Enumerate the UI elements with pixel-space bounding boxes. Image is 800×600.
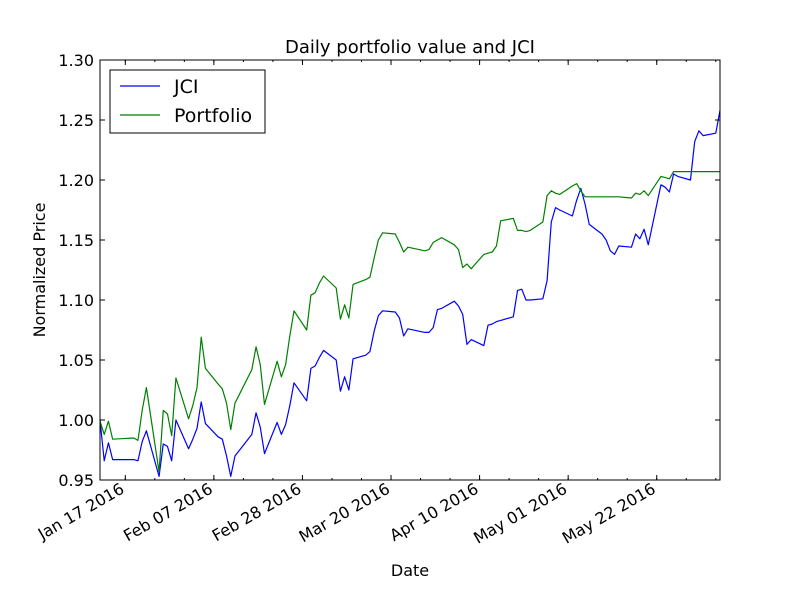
y-tick-label: 1.00 (58, 411, 94, 430)
y-tick-label: 1.20 (58, 171, 94, 190)
x-axis-label: Date (391, 561, 429, 580)
y-tick-label: 1.10 (58, 291, 94, 310)
chart-title: Daily portfolio value and JCI (285, 37, 535, 58)
legend-label-portfolio: Portfolio (174, 105, 252, 127)
y-axis-label: Normalized Price (30, 203, 49, 338)
series-line-jci (99, 110, 721, 477)
y-tick-label: 0.95 (58, 471, 94, 490)
legend-box (109, 69, 266, 134)
y-tick-label: 1.05 (58, 351, 94, 370)
plot-frame (99, 59, 721, 481)
series-layer (99, 110, 721, 477)
legend-label-jci: JCI (173, 76, 198, 98)
y-tick-label: 1.30 (58, 51, 94, 70)
legend: JCI Portfolio (109, 69, 266, 134)
y-axis: 0.95 1.00 1.05 1.10 1.15 1.20 1.25 1.30 (58, 51, 720, 490)
y-tick-label: 1.25 (58, 111, 94, 130)
y-tick-label: 1.15 (58, 231, 94, 250)
series-line-portfolio (99, 171, 720, 473)
